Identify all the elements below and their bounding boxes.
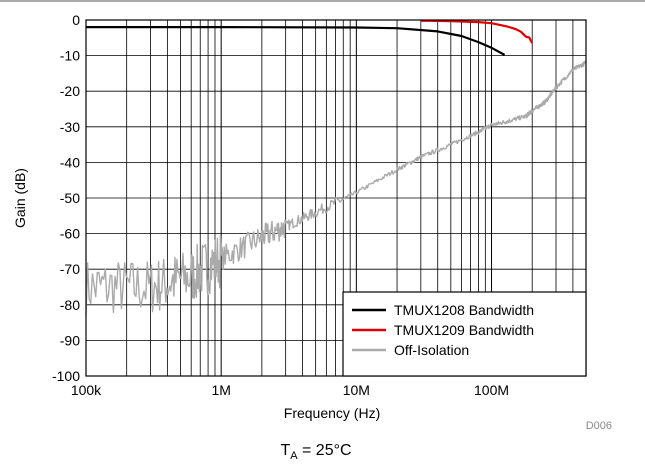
caption-subscript: A [290, 450, 298, 462]
x-tick-label: 100k [71, 382, 102, 398]
series-layer [85, 19, 587, 316]
series-line [86, 26, 506, 56]
y-tick-label: -60 [60, 226, 80, 242]
y-tick-label: -70 [60, 261, 80, 277]
legend-box [342, 291, 587, 377]
y-tick-label: -100 [52, 368, 80, 384]
y-tick-label: -20 [60, 83, 80, 99]
y-tick-label: -40 [60, 154, 80, 170]
x-tick-label: 100M [474, 382, 509, 398]
caption: TA = 25°C [280, 442, 351, 462]
y-tick-label: -30 [60, 119, 80, 135]
y-tick-label: 0 [72, 12, 80, 28]
y-axis-title: Gain (dB) [12, 168, 28, 228]
x-tick-label: 1M [211, 382, 230, 398]
y-tick-label: -50 [60, 190, 80, 206]
legend-label: TMUX1208 Bandwidth [394, 302, 534, 318]
y-tick-labels: 0 -10 -20 -30 -40 -50 -60 -70 -80 -90 -100 [52, 12, 80, 384]
y-tick-label: -90 [60, 332, 80, 348]
y-tick-label: -10 [60, 48, 80, 64]
legend: TMUX1208 Bandwidth TMUX1209 Bandwidth Off-… [342, 291, 587, 377]
series-line [420, 19, 534, 44]
legend-label: Off-Isolation [394, 342, 469, 358]
figure-id: D006 [586, 420, 612, 432]
y-tick-label: -80 [60, 297, 80, 313]
caption-rest: = 25°C [298, 442, 352, 459]
x-tick-label: 10M [343, 382, 370, 398]
x-tick-labels: 100k 1M 10M 100M [71, 382, 509, 398]
caption-main: T [280, 442, 290, 459]
x-axis-title: Frequency (Hz) [284, 405, 380, 421]
legend-label: TMUX1209 Bandwidth [394, 322, 534, 338]
plot-frame [85, 19, 587, 377]
series-line [85, 60, 587, 316]
